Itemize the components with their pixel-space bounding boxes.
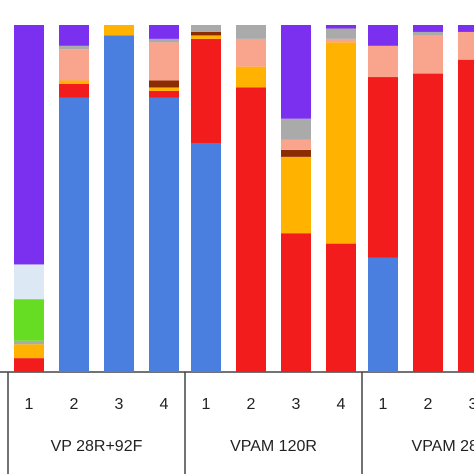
bar-segment — [104, 35, 134, 372]
bar-segment — [326, 25, 356, 29]
bar-segment — [368, 25, 398, 46]
x-tick-label: 2 — [70, 396, 79, 413]
x-tick-label: 1 — [379, 396, 388, 413]
x-tick-label: 2 — [247, 396, 256, 413]
bar-segment — [14, 25, 44, 265]
bar-segment — [281, 25, 311, 119]
bar-segment — [458, 25, 474, 32]
bar-segment — [14, 299, 44, 341]
bar-segment — [191, 25, 221, 32]
x-tick-label: 1 — [25, 396, 34, 413]
bar-segment — [281, 156, 311, 234]
group-label: VPAM 28R — [412, 438, 474, 455]
bar-segment — [59, 49, 89, 81]
bar-segment — [326, 243, 356, 372]
bar-segment — [59, 97, 89, 373]
bar-segment — [191, 142, 221, 372]
bar-segment — [191, 31, 221, 36]
x-tick-label: 4 — [337, 396, 346, 413]
group-label: VP 28R+92F — [51, 438, 143, 455]
bar-segment — [191, 35, 221, 39]
group-label: VPAM 120R — [230, 438, 317, 455]
bar-segment — [14, 358, 44, 372]
bar-segment — [458, 59, 474, 372]
bar-segment — [59, 80, 89, 84]
bar-segment — [368, 257, 398, 372]
bar-segment — [236, 25, 266, 39]
bar-segment — [149, 42, 179, 81]
x-tick-label: 4 — [160, 396, 169, 413]
bar-segment — [14, 264, 44, 300]
bar-segment — [326, 28, 356, 39]
bar-segment — [326, 42, 356, 244]
bar-segment — [59, 45, 89, 50]
bar-segment — [149, 90, 179, 98]
x-tick-label: 3 — [115, 396, 124, 413]
bar-segment — [368, 77, 398, 258]
bar-segment — [326, 38, 356, 43]
bar-segment — [14, 340, 44, 345]
bar-segment — [413, 25, 443, 32]
bar-segment — [236, 87, 266, 373]
bar-segment — [236, 38, 266, 67]
bar-segment — [413, 73, 443, 372]
bar-segment — [59, 83, 89, 98]
x-tick-label: 2 — [424, 396, 433, 413]
bar-segment — [413, 35, 443, 74]
bar-segment — [458, 31, 474, 60]
bar-segment — [281, 139, 311, 150]
bar-segment — [149, 97, 179, 373]
bar-segment — [368, 45, 398, 78]
bar-segment — [149, 38, 179, 43]
x-tick-label: 3 — [292, 396, 301, 413]
x-tick-label: 1 — [202, 396, 211, 413]
bar-segment — [149, 87, 179, 91]
bar-segment — [413, 31, 443, 36]
bar-segment — [59, 25, 89, 46]
bar-segment — [281, 149, 311, 157]
bar-segment — [149, 80, 179, 88]
bar-segment — [149, 25, 179, 39]
bar-segment — [14, 344, 44, 359]
bar-segment — [236, 66, 266, 88]
bar-segment — [281, 233, 311, 372]
bar-segment — [191, 38, 221, 143]
bar-segment — [281, 118, 311, 140]
bar-segment — [104, 25, 134, 36]
x-tick-label: 3 — [469, 396, 474, 413]
